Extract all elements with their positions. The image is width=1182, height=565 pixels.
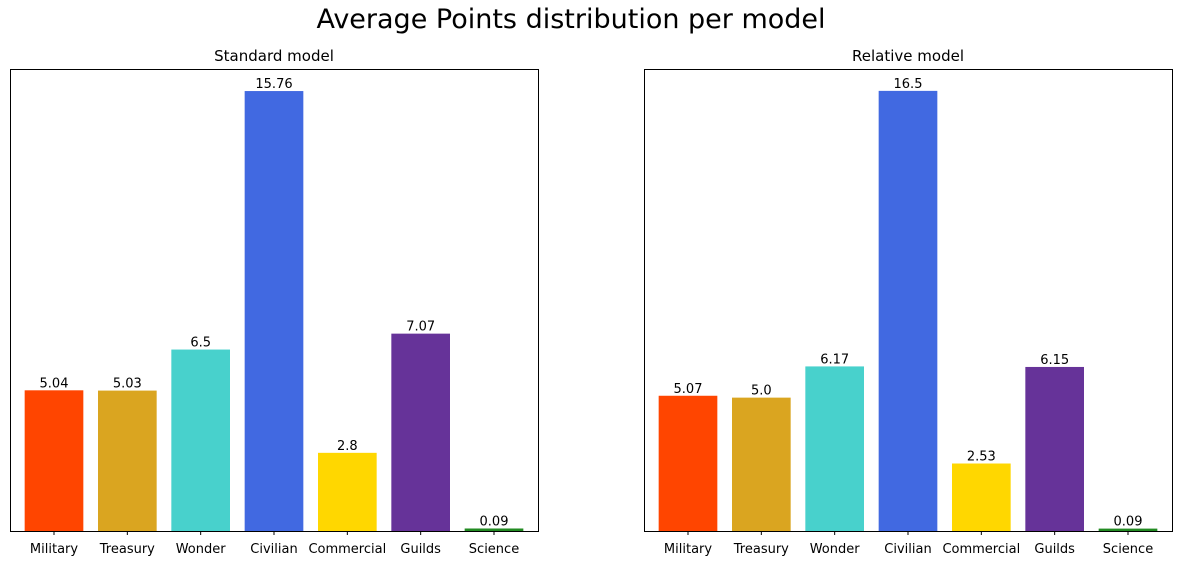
chart-panel-0: Standard model 5.04 Military 5.03 Treasury 6.… <box>10 47 539 557</box>
figure-title: Average Points distribution per model <box>316 4 826 35</box>
x-tick-label: Treasury <box>733 542 789 557</box>
x-tick-label: Wonder <box>176 542 227 557</box>
x-tick-label: Guilds <box>1034 542 1075 557</box>
data-label: 0.09 <box>480 514 509 529</box>
data-label: 16.5 <box>894 77 923 92</box>
data-label: 5.0 <box>751 384 772 399</box>
data-label: 2.53 <box>967 450 996 465</box>
chart-title: Relative model <box>852 47 964 65</box>
x-tick-label: Commercial <box>308 542 386 557</box>
x-tick-label: Guilds <box>400 542 441 557</box>
chart-panel-1: Relative model 5.07 Military 5.0 Treasury 6.1… <box>644 47 1173 557</box>
data-label: 5.07 <box>674 382 703 397</box>
x-tick-label: Civilian <box>884 542 931 557</box>
x-tick-label: Science <box>1103 542 1153 557</box>
data-label: 0.09 <box>1114 515 1143 530</box>
data-label: 5.03 <box>113 377 142 392</box>
bar-treasury <box>98 390 157 531</box>
plot-frame <box>644 69 1173 532</box>
data-label: 6.17 <box>820 352 849 367</box>
bar-guilds <box>1025 366 1084 531</box>
data-label: 2.8 <box>337 439 358 454</box>
bar-military <box>24 390 84 531</box>
bar-wonder <box>805 366 864 531</box>
x-tick-label: Military <box>664 542 712 557</box>
bar-civilian <box>244 91 304 532</box>
x-tick-label: Commercial <box>942 542 1020 557</box>
x-tick-label: Science <box>469 542 519 557</box>
bar-civilian <box>878 90 938 531</box>
bar-commercial <box>318 452 377 531</box>
plot-frame <box>10 69 539 532</box>
bar-treasury <box>732 397 791 531</box>
bar-commercial <box>952 463 1011 531</box>
bar-wonder <box>171 349 230 531</box>
bar-guilds <box>391 333 450 531</box>
bar-science <box>1098 528 1158 531</box>
bar-science <box>464 528 524 531</box>
x-tick-label: Wonder <box>810 542 861 557</box>
data-label: 6.15 <box>1040 353 1069 368</box>
chart-title: Standard model <box>214 47 334 65</box>
x-tick-label: Treasury <box>99 542 155 557</box>
x-tick-label: Civilian <box>250 542 297 557</box>
data-label: 15.76 <box>255 77 292 92</box>
data-label: 5.04 <box>40 376 69 391</box>
data-label: 7.07 <box>406 320 435 335</box>
data-label: 6.5 <box>190 336 211 351</box>
x-tick-label: Military <box>30 542 78 557</box>
bar-military <box>658 395 718 531</box>
